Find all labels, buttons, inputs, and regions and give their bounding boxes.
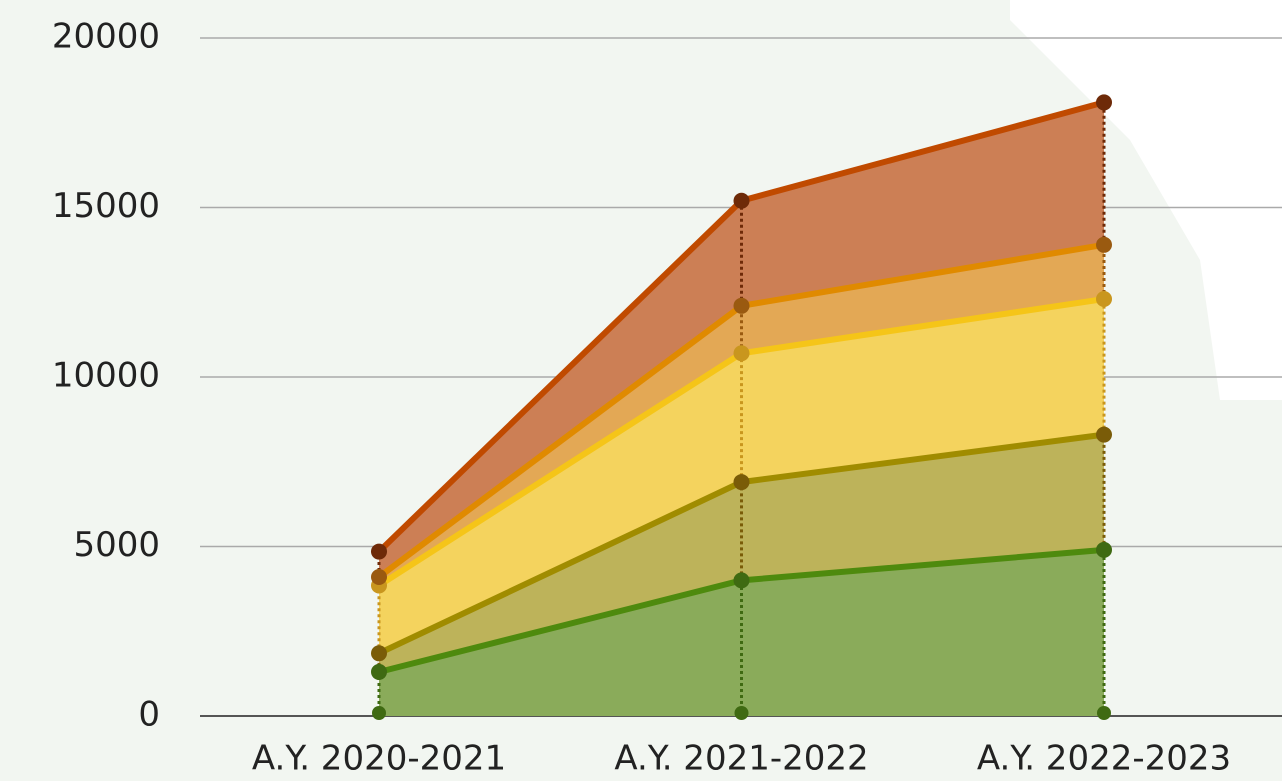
area [379,102,1104,578]
marker [371,663,387,680]
y-tick-label: 0 [138,695,160,735]
x-tick-label: A.Y. 2022-2023 [977,739,1231,779]
marker [1096,291,1112,308]
base-marker [372,706,386,720]
marker [733,345,750,362]
base-marker [734,706,749,720]
y-tick-label: 20000 [52,17,160,57]
y-tick-label: 10000 [52,356,160,396]
y-tick-label: 5000 [73,525,160,565]
marker [733,192,750,209]
marker [371,645,387,662]
marker [733,297,750,314]
marker [371,543,387,560]
marker [1096,94,1112,111]
marker [733,572,750,589]
marker [1096,426,1112,443]
y-tick-label: 15000 [52,186,160,226]
x-tick-label: A.Y. 2020-2021 [252,739,506,779]
marker [733,474,750,491]
x-tick-label: A.Y. 2021-2022 [614,739,868,779]
marker [371,569,387,586]
area [379,434,1104,672]
marker [1096,236,1112,253]
marker [1096,541,1112,558]
area [379,549,1104,716]
base-marker [1097,706,1111,720]
